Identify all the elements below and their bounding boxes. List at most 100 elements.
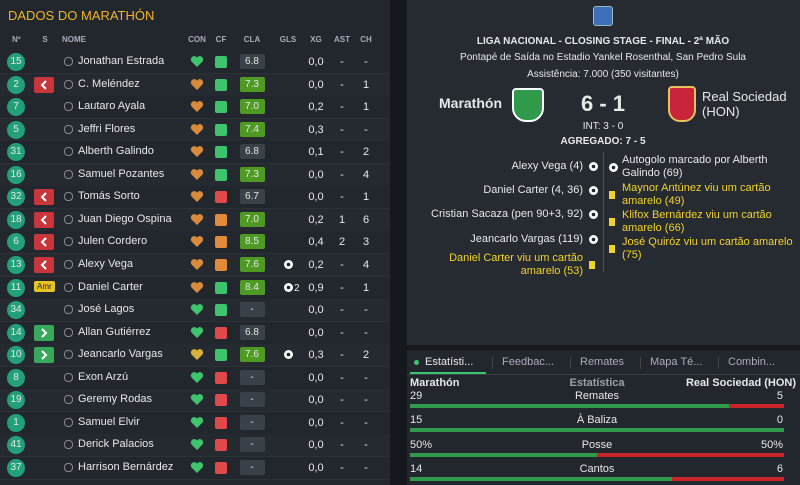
- player-number: 13: [10, 258, 22, 270]
- player-number: 2: [13, 78, 19, 90]
- assists: 2: [338, 236, 346, 249]
- away-event: José Quiróz viu um cartão amarelo (75): [622, 236, 793, 261]
- assists: -: [340, 349, 344, 362]
- event-icon: [588, 209, 599, 223]
- rating-box: [240, 234, 265, 250]
- rating-box: [240, 347, 265, 363]
- person-icon: [64, 102, 73, 112]
- aggregate: AGREGADO: 7 - 5: [560, 136, 646, 147]
- player-name: Juan Diego Ospina: [78, 212, 172, 225]
- number-badge: [7, 98, 25, 117]
- column-header: CLA: [243, 35, 261, 44]
- form-icon: [215, 394, 227, 407]
- form-icon: [215, 168, 227, 181]
- xg: 0,0: [308, 78, 324, 91]
- person-icon: [64, 237, 73, 247]
- player-name: Tomás Sorto: [78, 190, 140, 203]
- condition-icon: [190, 438, 204, 454]
- condition-icon: [190, 281, 204, 297]
- rating: 7.6: [245, 258, 259, 270]
- tab-line: [407, 374, 800, 375]
- rating: 8.5: [245, 236, 259, 248]
- xg: 0,2: [308, 101, 324, 114]
- rating-box: [240, 166, 265, 182]
- player-number: 10: [10, 349, 22, 361]
- stats-home: Marathón: [410, 377, 460, 389]
- person-icon: [64, 79, 73, 89]
- event-icon: [608, 190, 616, 203]
- chances: -: [364, 56, 368, 68]
- player-number: 16: [10, 168, 22, 180]
- player-name: Harrison Bernárdez: [78, 460, 174, 473]
- assists: -: [340, 78, 344, 91]
- rating-box: [240, 189, 265, 205]
- person-icon: [64, 440, 73, 450]
- substitution-icon: [34, 211, 54, 228]
- number-badge: [7, 301, 25, 320]
- assists: -: [340, 191, 344, 204]
- condition-icon: [190, 461, 204, 477]
- rating-box: [240, 256, 265, 272]
- condition-icon: [190, 190, 204, 206]
- rating: -: [250, 416, 254, 428]
- stats-away: Real Sociedad (HON): [685, 377, 796, 389]
- tab[interactable]: Estatísti...: [425, 356, 474, 368]
- player-name: Derick Palacios: [78, 438, 154, 451]
- form-icon: [215, 461, 227, 474]
- stat-away: 0: [776, 414, 783, 427]
- rating-box: [240, 324, 265, 340]
- away-team: Real Sociedad: [702, 89, 787, 104]
- rating: 6.8: [245, 146, 259, 158]
- tab[interactable]: Feedbac...: [502, 356, 554, 368]
- condition-icon: [190, 326, 204, 342]
- xg: 0,3: [308, 349, 324, 362]
- stat-bar: [410, 476, 784, 481]
- chances: 2: [362, 349, 370, 362]
- player-number: 15: [10, 56, 22, 67]
- chances: -: [364, 371, 368, 384]
- chances: -: [364, 439, 368, 452]
- xg: 0,0: [308, 191, 324, 204]
- stat-name: À Baliza: [576, 414, 618, 427]
- chances: -: [364, 304, 368, 317]
- condition-icon: [190, 303, 204, 319]
- form-icon: [215, 191, 227, 204]
- column-header: AST: [334, 35, 350, 44]
- xg: 0,0: [308, 168, 324, 181]
- event-icon: [608, 244, 616, 257]
- event-icon: [588, 260, 596, 273]
- number-badge: [7, 188, 25, 207]
- condition-icon: [190, 371, 204, 387]
- tab[interactable]: Mapa Té...: [650, 356, 703, 368]
- player-number: 5: [13, 123, 19, 135]
- event-icon: [588, 185, 599, 199]
- player-name: Geremy Rodas: [78, 393, 152, 406]
- xg: 0,0: [308, 326, 324, 339]
- player-name: C. Meléndez: [78, 77, 140, 90]
- stat-bar: [410, 428, 784, 433]
- number-badge: [7, 165, 25, 184]
- xg: 0,2: [308, 258, 324, 271]
- person-icon: [64, 192, 73, 202]
- column-header: CH: [360, 35, 372, 44]
- assists: -: [340, 123, 344, 136]
- player-number: 6: [13, 236, 19, 248]
- tab-underline: [410, 372, 486, 374]
- event-icon: [608, 162, 619, 176]
- player-number: 1: [13, 416, 19, 428]
- rating: 7.0: [245, 213, 259, 225]
- tab[interactable]: Combin...: [728, 356, 776, 368]
- rating: 7.6: [245, 349, 259, 361]
- player-name: Daniel Carter: [78, 280, 143, 293]
- assists: -: [340, 56, 344, 68]
- rating-box: [240, 369, 265, 385]
- away-event: Autogolo marcado por Alberth Galindo (69…: [622, 154, 768, 179]
- number-badge: [7, 278, 25, 297]
- assists: -: [340, 326, 344, 339]
- rating: 7.3: [245, 78, 259, 90]
- tab[interactable]: Remates: [580, 356, 625, 368]
- chances: -: [364, 416, 368, 429]
- player-name: José Lagos: [78, 303, 135, 316]
- number-badge: [7, 210, 25, 229]
- player-name: Allan Gutiérrez: [78, 325, 151, 338]
